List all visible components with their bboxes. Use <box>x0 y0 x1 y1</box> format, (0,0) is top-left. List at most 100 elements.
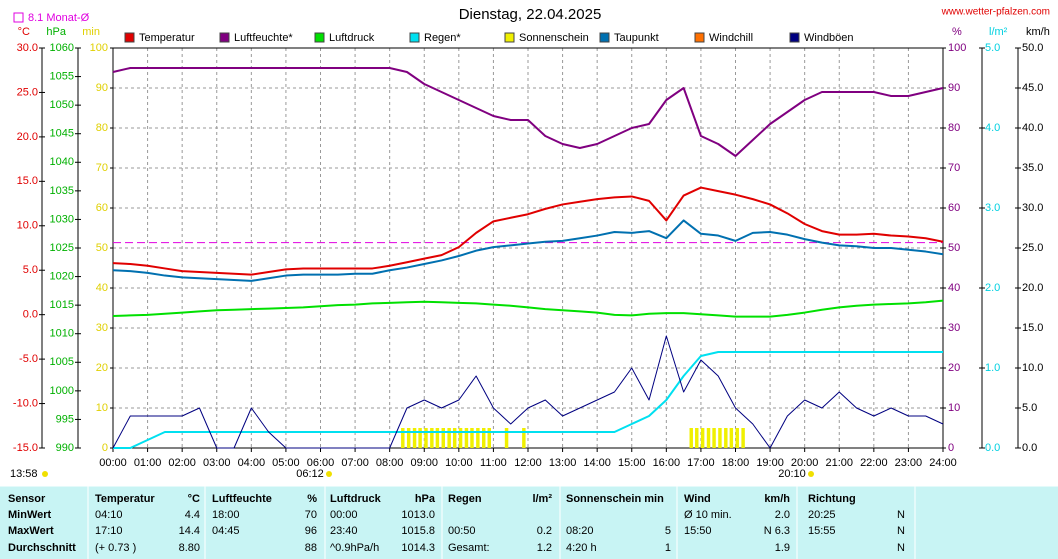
y-tick-label: 5.0 <box>23 264 38 276</box>
table-cell: Wind <box>684 493 711 505</box>
chart-title: Dienstag, 22.04.2025 <box>459 6 602 23</box>
table-cell: 15:55 <box>808 525 836 537</box>
legend-swatch <box>504 32 515 43</box>
table-cell: MinWert <box>8 509 52 521</box>
y-tick-label: 1010 <box>50 328 74 340</box>
sunshine-bar <box>447 428 451 448</box>
sunshine-bar <box>695 428 699 448</box>
y-tick-label: 0 <box>102 442 108 454</box>
sun-icon <box>808 471 814 477</box>
series-line <box>113 351 943 449</box>
table-cell: 70 <box>305 509 317 521</box>
legend-swatch <box>314 32 325 43</box>
y-tick-label: 25.0 <box>17 86 38 98</box>
plot-frame <box>112 47 944 449</box>
table-cell: MaxWert <box>8 525 54 537</box>
sunshine-bar <box>712 428 716 448</box>
x-tick-label: 11:00 <box>480 457 507 469</box>
table-cell: Durchschnitt <box>8 542 76 554</box>
legend-swatch <box>599 32 610 43</box>
legend-label: Temperatur <box>139 32 195 44</box>
legend-label: Luftfeuchte* <box>234 32 293 44</box>
y-tick-label: 1015 <box>50 299 74 311</box>
table-cell: 1013.0 <box>401 509 435 521</box>
y-tick-label: 40 <box>96 282 108 294</box>
series-line <box>112 299 944 318</box>
y-tick-label: 10.0 <box>1022 362 1043 374</box>
table-cell: 18:00 <box>212 509 240 521</box>
x-tick-label: 08:00 <box>376 457 404 469</box>
table-cell: 08:20 <box>566 525 594 537</box>
table-cell: 96 <box>305 525 317 537</box>
table-cell: 4.4 <box>185 509 200 521</box>
sunshine-bar <box>464 428 469 448</box>
y-tick-label: 35.0 <box>1022 162 1043 174</box>
y-tick-label: 0 <box>948 442 954 454</box>
x-tick-label: 10:00 <box>445 457 473 469</box>
sunshine-bar <box>476 428 480 448</box>
sunshine-bar <box>724 428 728 448</box>
y-tick-label: 30.0 <box>1022 202 1043 214</box>
axis-unit: % <box>952 26 962 38</box>
y-tick-label: -5.0 <box>19 353 38 365</box>
x-tick-label: 22:00 <box>860 457 888 469</box>
table-cell: 20:25 <box>808 509 836 521</box>
table-cell: N 6.3 <box>764 525 790 537</box>
x-tick-label: 20:00 <box>791 457 819 469</box>
y-tick-label: 1000 <box>50 385 74 397</box>
table-cell: (+ 0.73 ) <box>95 542 136 554</box>
y-tick-label: 20 <box>948 362 960 374</box>
sunshine-bar <box>441 428 445 448</box>
legend-swatch <box>219 32 230 43</box>
y-tick-label: 80 <box>948 122 960 134</box>
y-tick-label: 70 <box>96 162 108 174</box>
y-tick-label: 20 <box>96 362 108 374</box>
table-cell: 4:20 h <box>566 542 597 554</box>
legend-label: Taupunkt <box>614 32 659 44</box>
y-tick-label: 1020 <box>50 270 74 282</box>
table-cell: Ø 10 min. <box>684 509 732 521</box>
legend-label: Regen* <box>424 32 461 44</box>
table-cell: Luftdruck <box>330 493 382 505</box>
table-cell: 1 <box>665 542 671 554</box>
x-tick-label: 17:00 <box>687 457 715 469</box>
x-tick-label: 16:00 <box>653 457 681 469</box>
table-cell: 00:50 <box>448 525 476 537</box>
y-tick-label: 10.0 <box>17 220 38 232</box>
table-cell: 04:45 <box>212 525 240 537</box>
y-tick-label: 15.0 <box>1022 322 1043 334</box>
y-tick-label: 30 <box>96 322 108 334</box>
table-cell: l/m² <box>532 493 552 505</box>
y-tick-label: 15.0 <box>17 175 38 187</box>
series-line <box>112 67 944 157</box>
x-tick-label: 04:00 <box>238 457 266 469</box>
y-tick-label: 1050 <box>50 99 74 111</box>
y-tick-label: 0.0 <box>23 309 38 321</box>
table-cell: Regen <box>448 493 482 505</box>
table-cell: ^0.9hPa/h <box>330 542 379 554</box>
series-line <box>112 186 944 276</box>
y-tick-label: 20.0 <box>17 131 38 143</box>
axis-unit: min <box>82 26 100 38</box>
legend-swatch <box>789 32 800 43</box>
sunshine-bar <box>401 428 405 448</box>
monthly-mean-label: 8.1 Monat-Ø <box>28 12 90 24</box>
table-cell: N <box>897 525 905 537</box>
table-cell: °C <box>188 493 200 505</box>
legend-swatch <box>124 32 135 43</box>
sunshine-bar <box>482 428 486 448</box>
y-tick-label: 30.0 <box>17 42 38 54</box>
table-cell: hPa <box>415 493 436 505</box>
y-tick-label: 100 <box>948 42 966 54</box>
table-cell: Gesamt: <box>448 542 490 554</box>
legend-label: Windchill <box>709 32 753 44</box>
sunshine-bar <box>412 428 417 448</box>
y-tick-label: 10 <box>96 402 108 414</box>
table-cell: 1.9 <box>775 542 790 554</box>
y-tick-label: 1025 <box>50 242 74 254</box>
sunshine-bar <box>706 428 711 448</box>
table-cell: N <box>897 542 905 554</box>
table-cell: 14.4 <box>179 525 200 537</box>
legend-swatch <box>409 32 420 43</box>
